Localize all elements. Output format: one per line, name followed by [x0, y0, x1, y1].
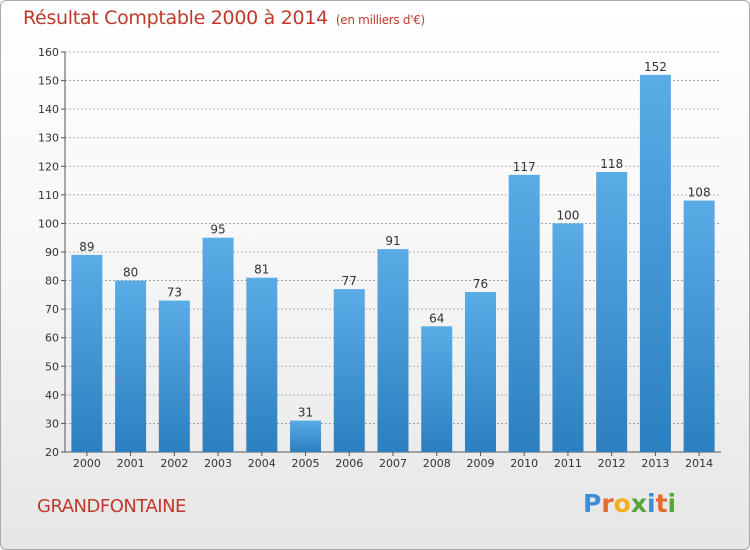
bar-2014 [683, 200, 715, 452]
chart-subtitle: (en milliers d'€) [335, 13, 425, 27]
x-tick-label: 2000 [73, 457, 101, 470]
value-label-2000: 89 [79, 240, 94, 254]
bar-2006 [333, 289, 365, 452]
y-tick-label: 50 [45, 360, 59, 373]
y-tick-label: 70 [45, 303, 59, 316]
value-label-2002: 73 [167, 286, 182, 300]
x-tick-label: 2002 [160, 457, 188, 470]
bar-2002 [158, 300, 190, 452]
bar-2008 [421, 326, 453, 452]
bar-2013 [639, 74, 671, 452]
value-label-2003: 95 [210, 223, 225, 237]
y-axis-ticks: 20 30 40 50 60 70 80 90 100 110 120 130 140 150 160 [38, 46, 59, 459]
y-tick-label: 60 [45, 332, 59, 345]
logo-letter: r [601, 489, 614, 518]
y-tick-label: 150 [38, 75, 59, 88]
y-tick-label: 140 [38, 103, 59, 116]
logo-letter: P [583, 489, 602, 518]
value-label-2014: 108 [688, 186, 711, 200]
value-label-2008: 64 [429, 311, 444, 325]
x-tick-label: 2009 [466, 457, 494, 470]
x-tick-label: 2007 [379, 457, 407, 470]
x-tick-label: 2005 [292, 457, 320, 470]
bars [71, 74, 715, 452]
logo-letter: t [655, 489, 668, 518]
value-label-2012: 118 [600, 157, 623, 171]
y-tick-label: 130 [38, 132, 59, 145]
y-tick-label: 120 [38, 160, 59, 173]
y-tick-label: 110 [38, 189, 59, 202]
value-label-2010: 117 [513, 160, 536, 174]
bar-2007 [377, 249, 409, 452]
value-label-2007: 91 [385, 234, 400, 248]
bar-2012 [596, 172, 628, 452]
x-tick-label: 2004 [248, 457, 276, 470]
logo-letter: i [647, 489, 656, 518]
y-tick-label: 90 [45, 246, 59, 259]
bar-2004 [246, 277, 278, 452]
logo-letter: o [613, 489, 631, 518]
logo-letter: x [630, 489, 647, 518]
y-tick-label: 20 [45, 446, 59, 459]
value-label-2005: 31 [298, 406, 313, 420]
x-tick-label: 2001 [117, 457, 145, 470]
bar-2001 [115, 280, 147, 452]
y-tick-label: 40 [45, 389, 59, 402]
x-tick-label: 2003 [204, 457, 232, 470]
chart-title: Résultat Comptable 2000 à 2014 (en millie… [23, 7, 425, 29]
y-tick-label: 30 [45, 417, 59, 430]
bar-2003 [202, 237, 234, 452]
value-label-2006: 77 [342, 274, 357, 288]
proxiti-logo: Proxiti [583, 489, 676, 518]
value-labels: 89 80 73 95 81 31 77 91 64 76 117 100 118 152 108 [79, 60, 710, 420]
logo-letter: i [667, 489, 677, 518]
value-label-2001: 80 [123, 266, 138, 280]
bar-2010 [508, 174, 540, 452]
title-text: Résultat Comptable 2000 à 2014 [23, 7, 328, 29]
bar-2011 [552, 223, 584, 452]
bar-2005 [290, 420, 322, 452]
value-label-2009: 76 [473, 277, 488, 291]
x-tick-label: 2011 [554, 457, 582, 470]
x-tick-label: 2008 [423, 457, 451, 470]
value-label-2011: 100 [556, 208, 579, 222]
y-tick-label: 80 [45, 275, 59, 288]
commune-name: GRANDFONTAINE [37, 496, 186, 517]
x-tick-label: 2013 [641, 457, 669, 470]
value-label-2004: 81 [254, 263, 269, 277]
y-tick-label: 160 [38, 46, 59, 59]
y-tick-label: 100 [38, 217, 59, 230]
x-axis-ticks: 2000 2001 2002 2003 2004 2005 2006 2007 2008 2009… [73, 457, 713, 470]
x-tick-label: 2014 [685, 457, 713, 470]
bar-2009 [464, 292, 496, 452]
bar-2000 [71, 254, 103, 452]
x-tick-label: 2010 [510, 457, 538, 470]
x-tick-label: 2006 [335, 457, 363, 470]
x-tick-label: 2012 [598, 457, 626, 470]
value-label-2013: 152 [644, 60, 667, 74]
